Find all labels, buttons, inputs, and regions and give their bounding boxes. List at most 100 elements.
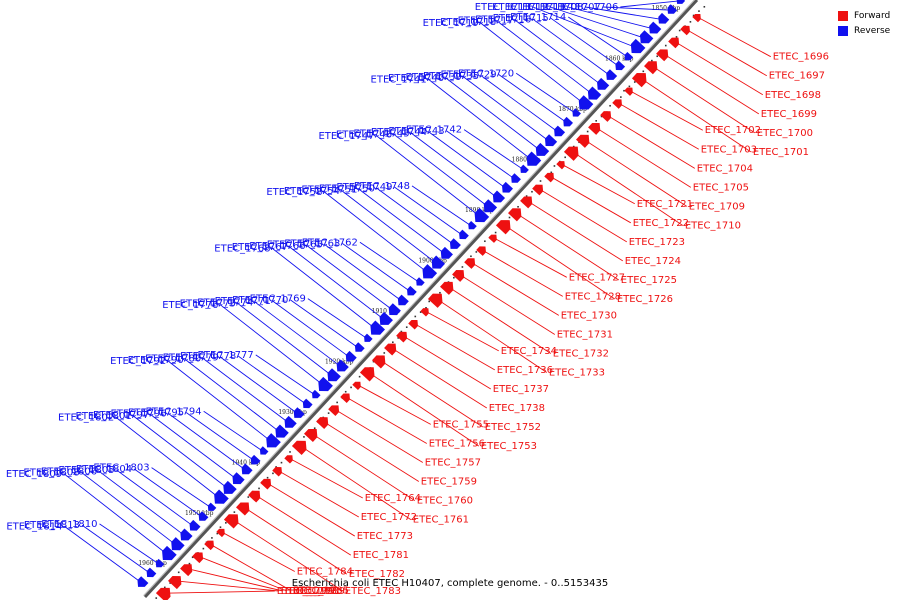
forward-gene-label: ETEC_1721: [637, 199, 693, 210]
kbp-mark: 1910 kbp: [372, 308, 401, 315]
forward-gene-arrow: [427, 293, 443, 308]
reverse-gene-arrow: [354, 342, 365, 352]
forward-gene-arrow: [192, 552, 204, 564]
forward-gene-arrow: [520, 196, 533, 209]
reverse-gene-arrow: [327, 368, 341, 382]
reverse-gene-label: ETEC_1714: [510, 12, 566, 23]
track-tick: [453, 276, 455, 279]
forward-gene-arrow: [556, 161, 565, 170]
track-tick: [675, 36, 678, 38]
label-leader: [685, 28, 768, 77]
track-tick: [531, 190, 533, 193]
forward-gene-label: ETEC_1784: [297, 567, 353, 578]
forward-gene-label: ETEC_1728: [565, 291, 621, 302]
label-leader: [463, 76, 550, 142]
forward-swatch: [838, 10, 848, 21]
label-leader: [463, 129, 524, 171]
label-leader: [232, 519, 344, 592]
track-tick: [163, 586, 166, 589]
label-leader: [272, 248, 377, 330]
label-leader: [357, 384, 431, 425]
reverse-gene-label: ETEC_1802: [58, 412, 114, 423]
forward-gene-arrow: [576, 134, 590, 148]
label-leader: [583, 139, 688, 207]
label-leader: [185, 359, 281, 434]
reverse-gene-arrow: [572, 108, 581, 117]
track-tick: [494, 231, 497, 234]
forward-gene-label: ETEC_1773: [357, 531, 413, 542]
forward-gene-label: ETEC_1702: [705, 125, 761, 136]
forward-gene-label: ETEC_1730: [561, 310, 617, 321]
reverse-gene-label: ETEC_1809: [6, 469, 62, 480]
track-tick: [508, 216, 511, 219]
reverse-gene-label: ETEC_1747: [318, 131, 374, 142]
legend-reverse: Reverse: [838, 23, 890, 38]
forward-gene-arrow: [384, 343, 397, 356]
gene-labels: ETEC_1696ETEC_1697ETEC_1698ETEC_1699ETEC…: [6, 2, 829, 597]
forward-gene-label: ETEC_1700: [757, 128, 813, 139]
reverse-gene-label: ETEC_1740: [388, 73, 444, 84]
label-leader: [345, 396, 427, 444]
label-leader: [391, 347, 488, 409]
label-leader: [663, 53, 760, 115]
label-leader: [64, 526, 142, 584]
label-leader: [237, 355, 307, 405]
reverse-gene-arrow: [440, 246, 453, 259]
reverse-gene-label: ETEC_1768: [214, 243, 270, 254]
label-leader: [98, 470, 186, 537]
reverse-gene-label: ETEC_1766: [249, 241, 305, 252]
track-tick: [595, 120, 597, 122]
track-tick: [397, 337, 399, 339]
reverse-gene-arrow: [207, 502, 217, 511]
track-tick: [233, 511, 236, 513]
label-leader: [515, 20, 603, 86]
forward-gene-label: ETEC_1764: [365, 493, 421, 504]
reverse-gene-label: ETEC_1767: [232, 242, 288, 253]
reverse-gene-arrow: [370, 320, 386, 335]
reverse-gene-arrow: [162, 545, 177, 561]
label-leader: [289, 246, 386, 321]
reverse-gene-arrow: [578, 95, 594, 110]
track-tick: [188, 562, 191, 565]
label-leader: [567, 6, 654, 30]
label-leader: [272, 300, 351, 358]
forward-gene-label: ETEC_1731: [557, 329, 613, 340]
forward-gene-arrow: [532, 184, 544, 196]
label-leader: [116, 469, 195, 527]
label-leader: [359, 241, 420, 283]
label-leader: [549, 176, 632, 224]
label-leader-lines: [63, 0, 771, 594]
track-tick: [439, 291, 441, 294]
label-leader: [221, 531, 295, 572]
reverse-gene-arrow: [336, 359, 349, 372]
track-tick: [258, 487, 260, 490]
reverse-gene-arrow: [388, 303, 401, 316]
forward-gene-arrow: [488, 234, 497, 243]
forward-gene-label: ETEC_1734: [501, 346, 557, 357]
track-tick: [336, 401, 338, 404]
label-leader: [311, 433, 416, 501]
reverse-gene-arrow: [259, 446, 269, 455]
reverse-gene-arrow: [422, 264, 438, 279]
reverse-gene-arrow: [275, 424, 289, 438]
track-tick: [428, 300, 430, 303]
track-tick: [572, 145, 575, 148]
reverse-gene-label: ETEC_1814: [6, 521, 62, 532]
reverse-gene-label: ETEC_1739: [406, 72, 462, 83]
track-tick: [219, 526, 222, 528]
forward-gene-arrow: [544, 172, 554, 183]
reverse-gene-label: ETEC_1780: [145, 354, 201, 365]
backbone-shadow: [143, 0, 695, 596]
label-leader: [447, 286, 552, 354]
track-tick: [272, 472, 274, 475]
forward-gene-label: ETEC_1732: [553, 349, 609, 360]
track-tick: [698, 10, 700, 12]
track-tick: [211, 537, 213, 539]
reverse-gene-arrow: [502, 181, 513, 193]
forward-gene-arrow: [452, 270, 465, 282]
forward-gene-label: ETEC_1726: [617, 294, 673, 305]
forward-gene-label: ETEC_1724: [625, 256, 681, 267]
forward-gene-label: ETEC_1705: [693, 182, 749, 193]
track-tick: [344, 390, 347, 393]
track-tick: [689, 21, 692, 23]
